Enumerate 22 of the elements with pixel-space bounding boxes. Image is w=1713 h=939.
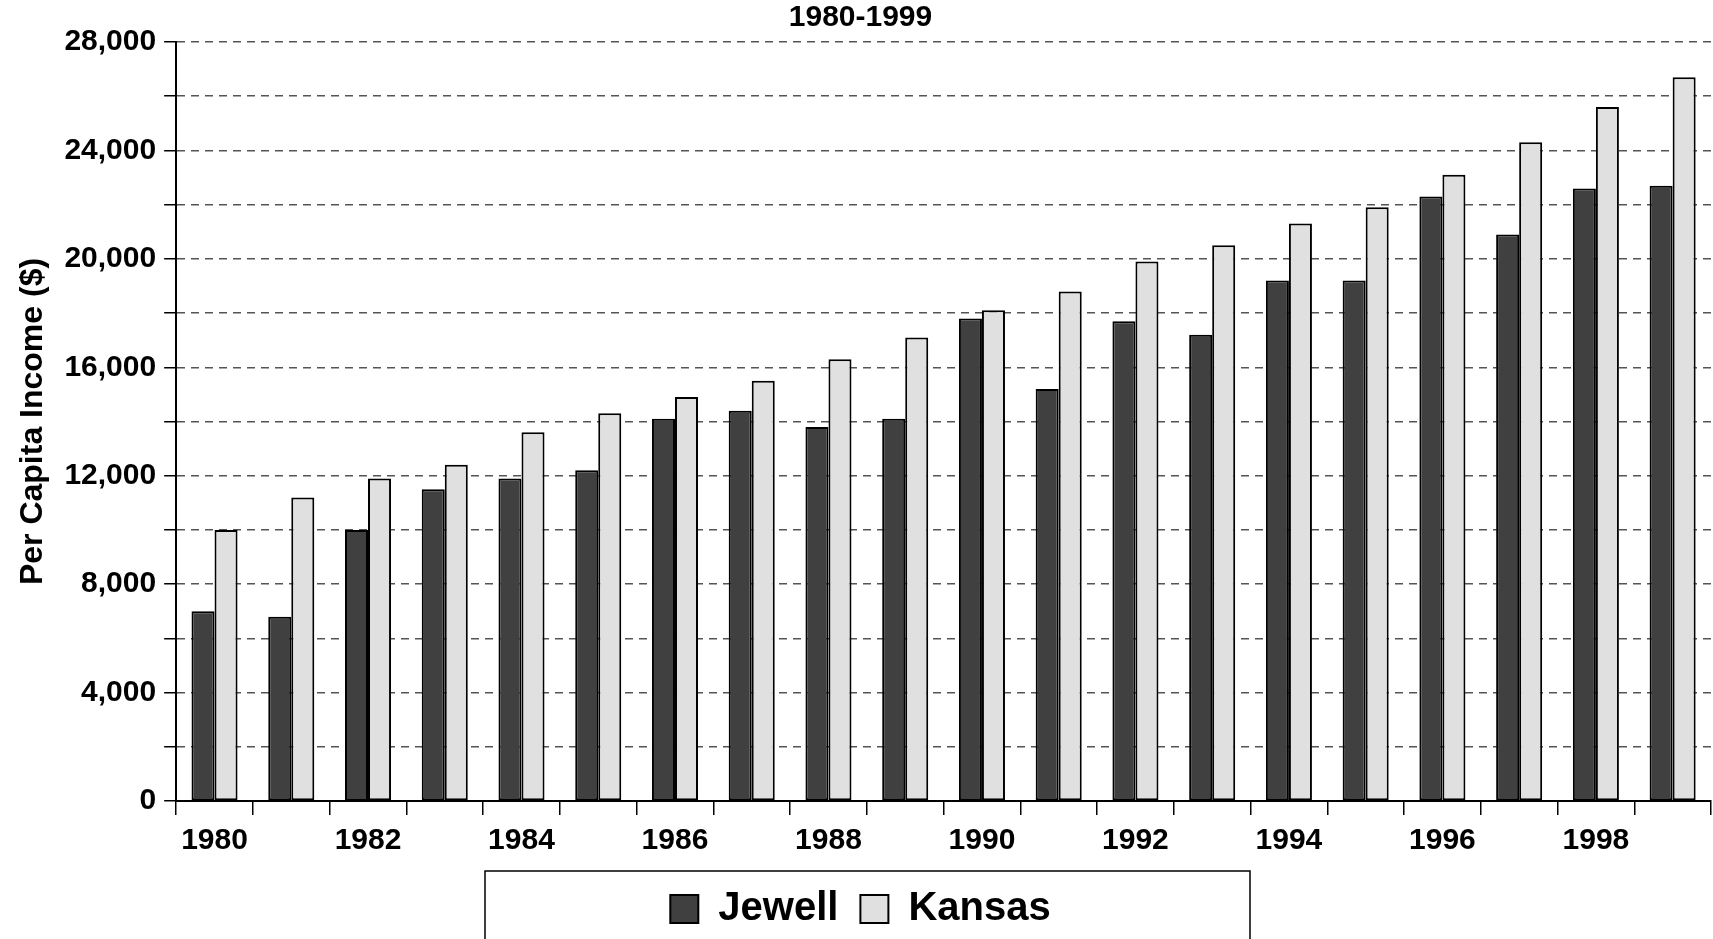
y-tick-label: 12,000 [64, 456, 157, 490]
legend-label: Kansas [908, 884, 1051, 929]
x-tick-label: 1998 [1562, 822, 1630, 856]
x-tick-label: 1982 [334, 822, 402, 856]
y-axis-title: Per Capita Income ($) [13, 257, 50, 586]
x-tick-label: 1988 [795, 822, 862, 856]
y-tick-label: 8,000 [81, 565, 157, 599]
x-tick-label: 1994 [1255, 822, 1323, 856]
x-tick-label: 1996 [1409, 822, 1476, 856]
x-tick-label: 1984 [488, 822, 556, 856]
x-tick-label: 1986 [641, 822, 709, 856]
y-tick-label: 24,000 [64, 131, 157, 165]
y-tick-label: 20,000 [64, 240, 157, 274]
legend-label: Jewell [718, 884, 839, 929]
y-tick-label: 0 [139, 782, 157, 816]
y-tick-label: 28,000 [64, 23, 157, 57]
x-tick-label: 1992 [1102, 822, 1169, 856]
text: 4,000 [81, 673, 157, 707]
y-tick-label: 16,000 [64, 348, 157, 382]
x-tick-label: 1980 [181, 822, 248, 856]
chart-title: 1980-1999 [788, 0, 933, 33]
x-tick-label: 1990 [948, 822, 1016, 856]
